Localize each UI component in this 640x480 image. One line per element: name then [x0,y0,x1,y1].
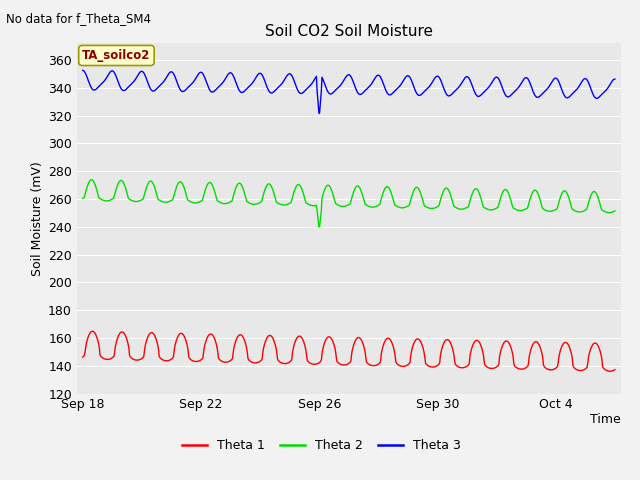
Line: Theta 3: Theta 3 [83,71,615,113]
Theta 3 [611,76,619,82]
Legend: Theta 1, Theta 2, Theta 3: Theta 1, Theta 2, Theta 3 [177,434,466,457]
Theta 2 [510,205,518,211]
Line: Theta 1: Theta 1 [83,331,615,371]
Theta 3 [79,68,86,73]
Theta 3 [509,90,517,96]
Theta 1 [205,333,212,338]
Theta 3 [301,88,308,94]
Theta 1 [606,368,614,374]
Theta 2 [99,197,106,203]
Theta 1 [381,338,388,344]
X-axis label: Time: Time [590,413,621,426]
Theta 2 [316,224,323,230]
Line: Theta 2: Theta 2 [83,180,615,227]
Theta 1 [79,354,86,360]
Theta 1 [611,367,619,372]
Theta 1 [509,354,517,360]
Theta 1 [301,345,309,350]
Theta 2 [301,198,309,204]
Theta 3 [204,83,212,89]
Theta 2 [611,208,619,214]
Theta 3 [316,110,323,116]
Theta 3 [381,85,388,91]
Text: TA_soilco2: TA_soilco2 [82,49,150,62]
Theta 1 [99,355,106,360]
Theta 2 [79,195,86,201]
Theta 3 [273,86,280,92]
Theta 1 [89,328,97,334]
Theta 2 [381,185,389,191]
Theta 2 [273,200,281,205]
Theta 3 [98,81,106,86]
Theta 2 [205,180,212,186]
Title: Soil CO2 Soil Moisture: Soil CO2 Soil Moisture [265,24,433,39]
Theta 2 [88,177,95,182]
Theta 1 [273,351,281,357]
Y-axis label: Soil Moisture (mV): Soil Moisture (mV) [31,161,44,276]
Text: No data for f_Theta_SM4: No data for f_Theta_SM4 [6,12,152,25]
